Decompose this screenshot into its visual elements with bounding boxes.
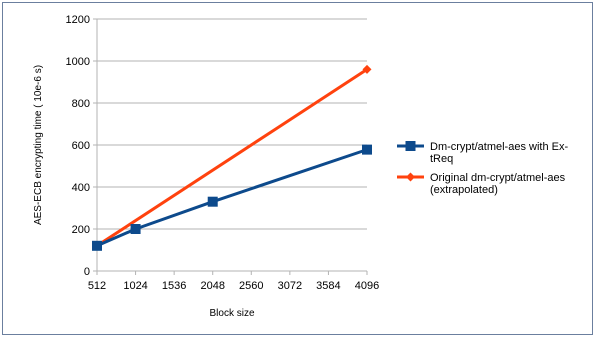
square-marker	[405, 141, 416, 151]
y-tick-label: 600	[72, 140, 90, 152]
series-group	[92, 64, 372, 251]
x-tick-label: 1536	[162, 280, 186, 292]
x-axis-title: Block size	[209, 308, 254, 319]
x-tick-labels: 512 1024 1536 2048 2560 3072 3584 4096	[88, 280, 379, 292]
x-tick-label: 2560	[239, 280, 263, 292]
diamond-marker	[362, 64, 372, 74]
legend-label: (extrapolated)	[430, 184, 498, 196]
chart-frame	[2, 2, 593, 335]
square-marker	[207, 196, 218, 207]
x-tick-label: 3584	[316, 280, 340, 292]
x-tick-label: 2048	[200, 280, 224, 292]
y-tick-label: 1000	[66, 56, 90, 68]
axes	[93, 18, 368, 275]
legend: Dm-crypt/atmel-aes with Ex-tReq Original …	[397, 141, 568, 196]
diamond-marker	[406, 172, 415, 182]
y-tick-label: 200	[72, 224, 90, 236]
gridlines	[97, 18, 367, 230]
x-tick-label: 512	[88, 280, 106, 292]
series-line	[96, 148, 368, 248]
legend-label: Dm-crypt/atmel-aes with Ex-	[430, 141, 568, 153]
y-tick-label: 0	[84, 266, 90, 278]
legend-label: Original dm-crypt/atmel-aes	[430, 172, 566, 184]
x-tick-label: 4096	[355, 280, 379, 292]
y-tick-label: 1200	[66, 14, 90, 26]
y-tick-labels: 0 200 400 600 800 1000 1200	[66, 14, 90, 278]
square-marker	[92, 240, 102, 251]
legend-label: tReq	[430, 153, 453, 165]
square-marker	[362, 144, 372, 155]
series-line	[96, 68, 368, 248]
square-marker	[130, 224, 141, 234]
y-axis-title: AES-ECB encrypting time ( 10e-6 s)	[33, 65, 44, 225]
x-tick-label: 3072	[278, 280, 302, 292]
x-tick-label: 1024	[123, 280, 147, 292]
y-tick-label: 800	[72, 98, 90, 110]
y-tick-label: 400	[72, 182, 90, 194]
